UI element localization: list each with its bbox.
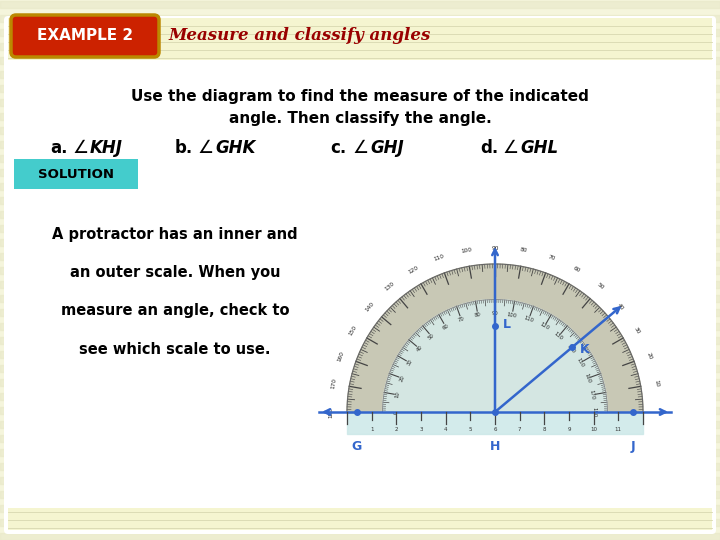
Text: 50: 50 bbox=[428, 333, 436, 341]
Text: A protractor has an inner and: A protractor has an inner and bbox=[52, 227, 298, 242]
Text: L: L bbox=[503, 318, 511, 330]
Text: EXAMPLE 2: EXAMPLE 2 bbox=[37, 29, 133, 44]
Text: 120: 120 bbox=[539, 322, 550, 332]
Text: 150: 150 bbox=[348, 324, 358, 336]
Text: 80: 80 bbox=[519, 247, 528, 254]
Polygon shape bbox=[347, 264, 643, 412]
Text: 160: 160 bbox=[337, 350, 345, 362]
Text: ∠: ∠ bbox=[72, 139, 88, 157]
Text: 150: 150 bbox=[575, 357, 585, 368]
Text: 110: 110 bbox=[523, 315, 534, 323]
Text: 130: 130 bbox=[384, 281, 395, 292]
Text: 170: 170 bbox=[589, 389, 595, 400]
Text: 6: 6 bbox=[493, 427, 497, 432]
Text: see which scale to use.: see which scale to use. bbox=[79, 341, 271, 356]
Text: SOLUTION: SOLUTION bbox=[38, 167, 114, 180]
Text: Use the diagram to find the measure of the indicated: Use the diagram to find the measure of t… bbox=[131, 90, 589, 105]
Text: Measure and classify angles: Measure and classify angles bbox=[168, 28, 431, 44]
Text: 90: 90 bbox=[492, 311, 498, 316]
Text: b.: b. bbox=[175, 139, 193, 157]
Text: G: G bbox=[352, 440, 362, 453]
Text: 20: 20 bbox=[645, 352, 653, 360]
Text: d.: d. bbox=[480, 139, 498, 157]
Text: 30: 30 bbox=[406, 359, 413, 367]
FancyBboxPatch shape bbox=[4, 16, 716, 534]
Text: 70: 70 bbox=[546, 254, 555, 261]
Text: 180: 180 bbox=[591, 407, 596, 417]
Text: 4: 4 bbox=[444, 427, 447, 432]
Text: GHJ: GHJ bbox=[370, 139, 404, 157]
Text: 2: 2 bbox=[395, 427, 398, 432]
Text: 90: 90 bbox=[491, 246, 499, 251]
Text: 70: 70 bbox=[457, 316, 465, 323]
Text: J: J bbox=[631, 440, 635, 453]
FancyBboxPatch shape bbox=[11, 15, 159, 57]
Text: 0: 0 bbox=[657, 410, 662, 414]
Text: GHK: GHK bbox=[215, 139, 256, 157]
Text: 110: 110 bbox=[433, 254, 445, 262]
Text: 40: 40 bbox=[616, 302, 625, 311]
Text: angle. Then classify the angle.: angle. Then classify the angle. bbox=[229, 111, 491, 125]
FancyBboxPatch shape bbox=[14, 159, 138, 189]
Text: 160: 160 bbox=[583, 373, 592, 384]
Text: ∠: ∠ bbox=[352, 139, 368, 157]
Text: 50: 50 bbox=[596, 282, 605, 291]
Text: a.: a. bbox=[50, 139, 68, 157]
Text: 5: 5 bbox=[469, 427, 472, 432]
Text: measure an angle, check to: measure an angle, check to bbox=[60, 303, 289, 319]
Polygon shape bbox=[382, 300, 608, 412]
Text: ∠: ∠ bbox=[502, 139, 518, 157]
Text: 170: 170 bbox=[330, 377, 337, 389]
Text: 3: 3 bbox=[419, 427, 423, 432]
Text: ∠: ∠ bbox=[197, 139, 213, 157]
FancyBboxPatch shape bbox=[8, 508, 712, 530]
Text: KHJ: KHJ bbox=[90, 139, 123, 157]
Text: 120: 120 bbox=[407, 265, 419, 275]
Text: K: K bbox=[580, 343, 590, 356]
Text: an outer scale. When you: an outer scale. When you bbox=[70, 266, 280, 280]
Text: 100: 100 bbox=[507, 312, 518, 319]
Text: c.: c. bbox=[330, 139, 346, 157]
Text: 60: 60 bbox=[572, 266, 582, 274]
Text: GHL: GHL bbox=[520, 139, 558, 157]
Text: 60: 60 bbox=[441, 323, 450, 330]
Text: 20: 20 bbox=[399, 374, 406, 382]
Text: 11: 11 bbox=[615, 427, 622, 432]
Text: 140: 140 bbox=[565, 343, 575, 354]
Text: 8: 8 bbox=[543, 427, 546, 432]
Text: 7: 7 bbox=[518, 427, 521, 432]
Text: 10: 10 bbox=[590, 427, 597, 432]
Text: 1: 1 bbox=[370, 427, 374, 432]
Text: 140: 140 bbox=[364, 301, 375, 313]
Polygon shape bbox=[347, 412, 643, 434]
Text: 30: 30 bbox=[633, 326, 641, 334]
Text: H: H bbox=[490, 440, 500, 453]
Text: 0: 0 bbox=[394, 410, 399, 414]
Text: 40: 40 bbox=[415, 345, 423, 353]
Text: 10: 10 bbox=[395, 391, 401, 399]
Text: 80: 80 bbox=[474, 312, 482, 318]
Text: 9: 9 bbox=[567, 427, 571, 432]
FancyBboxPatch shape bbox=[8, 18, 712, 60]
Text: 10: 10 bbox=[654, 380, 660, 388]
Text: 130: 130 bbox=[553, 332, 564, 342]
Text: 100: 100 bbox=[461, 247, 472, 254]
Text: 180: 180 bbox=[328, 407, 333, 417]
